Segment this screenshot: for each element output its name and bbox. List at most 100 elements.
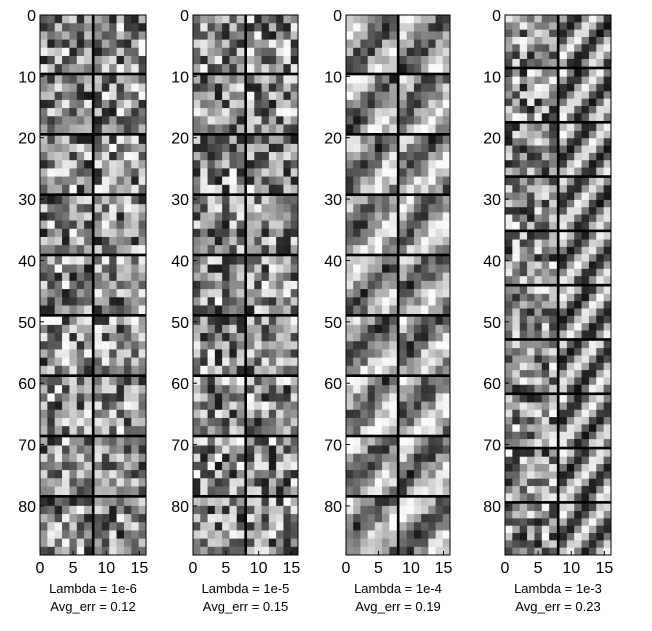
heatmap-cell <box>374 341 383 350</box>
heatmap-cell <box>566 192 575 201</box>
heatmap-cell <box>603 330 612 339</box>
heatmap-cell <box>207 417 216 427</box>
heatmap-cell <box>69 530 78 539</box>
heatmap-cell <box>268 184 277 194</box>
heatmap-cell <box>109 522 117 531</box>
heatmap-cell <box>566 276 575 284</box>
heatmap-cell <box>505 493 513 502</box>
heatmap-cell <box>512 330 521 339</box>
heatmap-cell <box>76 324 85 334</box>
heatmap-cell <box>207 478 216 487</box>
heatmap-cell <box>519 449 528 458</box>
heatmap-cell <box>229 417 238 427</box>
heatmap-cell <box>374 168 383 177</box>
heatmap-cell <box>283 417 292 427</box>
heatmap-cell <box>131 135 139 145</box>
heatmap-cell <box>549 276 557 284</box>
heatmap-cell <box>109 426 117 435</box>
heatmap-cell <box>588 22 597 31</box>
heatmap-cell <box>512 268 521 277</box>
heatmap-cell <box>505 91 513 99</box>
heatmap-cell <box>549 221 557 230</box>
heatmap-cell <box>276 409 284 419</box>
heatmap-cell <box>603 246 612 255</box>
heatmap-cell <box>94 220 103 230</box>
heatmap-cell <box>505 192 513 201</box>
heatmap-cell <box>549 145 557 154</box>
heatmap-cell <box>207 333 216 342</box>
heatmap-cell <box>76 55 85 65</box>
heatmap-cell <box>399 99 408 109</box>
axes-frame <box>192 14 299 556</box>
heatmap-cell <box>84 426 92 435</box>
heatmap-cell <box>276 55 284 65</box>
heatmap-cell <box>519 221 528 230</box>
heatmap-cell <box>116 272 125 282</box>
heatmap-cell <box>512 130 521 139</box>
heatmap-cell <box>574 293 582 302</box>
heatmap-cell <box>214 522 223 531</box>
heatmap-cell <box>254 514 262 523</box>
heatmap-cell <box>581 83 590 92</box>
heatmap-cell <box>442 116 451 125</box>
heatmap-cell <box>47 365 56 375</box>
heatmap-cell <box>276 461 284 471</box>
heatmap-cell <box>193 168 201 177</box>
heatmap-cell <box>505 207 513 215</box>
heatmap-cell <box>69 349 78 358</box>
heatmap-cell <box>442 305 451 315</box>
heatmap-cell <box>290 349 299 358</box>
heatmap-cell <box>290 99 299 109</box>
heatmap-cell <box>435 196 444 205</box>
heatmap-cell <box>283 204 292 213</box>
heatmap-cell <box>374 91 383 101</box>
heatmap-cell <box>207 437 216 446</box>
heatmap-cell <box>435 245 444 254</box>
heatmap-cell <box>138 236 147 246</box>
heatmap-cell <box>290 505 299 515</box>
heatmap-cell <box>360 228 368 238</box>
heatmap-cell <box>109 55 117 65</box>
heatmap-cell <box>200 453 208 463</box>
heatmap-cell <box>131 514 139 523</box>
heatmap-cell <box>200 486 208 496</box>
heatmap-cell <box>428 160 436 169</box>
heatmap-cell <box>76 204 85 213</box>
heatmap-cell <box>389 401 397 411</box>
heatmap-cell <box>566 113 575 121</box>
heatmap-cell <box>94 280 103 290</box>
heatmap-cell <box>435 212 444 221</box>
heatmap-cell <box>62 204 70 213</box>
heatmap-cell <box>559 540 568 549</box>
heatmap-cell <box>581 348 590 356</box>
heatmap-cell <box>247 445 255 455</box>
heatmap-cell <box>596 355 604 364</box>
heatmap-cell <box>290 437 299 446</box>
heatmap-cell <box>222 55 230 65</box>
heatmap-cell <box>54 437 63 446</box>
heatmap-cell <box>62 108 70 117</box>
heatmap-cell <box>360 470 368 479</box>
heatmap-cell <box>603 540 612 549</box>
heatmap-cell <box>47 417 56 427</box>
heatmap-cell <box>138 357 147 367</box>
heatmap-cell <box>527 138 535 146</box>
y-tick-label: 10 <box>324 69 342 86</box>
heatmap-cell <box>254 445 262 455</box>
heatmap-cell <box>603 478 612 487</box>
heatmap-cell <box>276 160 284 169</box>
heatmap-cell <box>559 51 568 60</box>
heatmap-cell <box>101 212 110 221</box>
heatmap-cell <box>399 486 408 496</box>
heatmap-cell <box>290 91 299 101</box>
heatmap-cell <box>549 478 557 487</box>
heatmap-cell <box>193 55 201 65</box>
heatmap-cell <box>421 505 429 515</box>
heatmap-cell <box>247 116 255 125</box>
heatmap-cell <box>236 91 245 101</box>
heatmap-cell <box>214 280 223 290</box>
heatmap-cell <box>367 75 376 84</box>
filter-tile <box>247 75 299 134</box>
heatmap-cell <box>236 385 245 394</box>
heatmap-cell <box>399 236 408 246</box>
